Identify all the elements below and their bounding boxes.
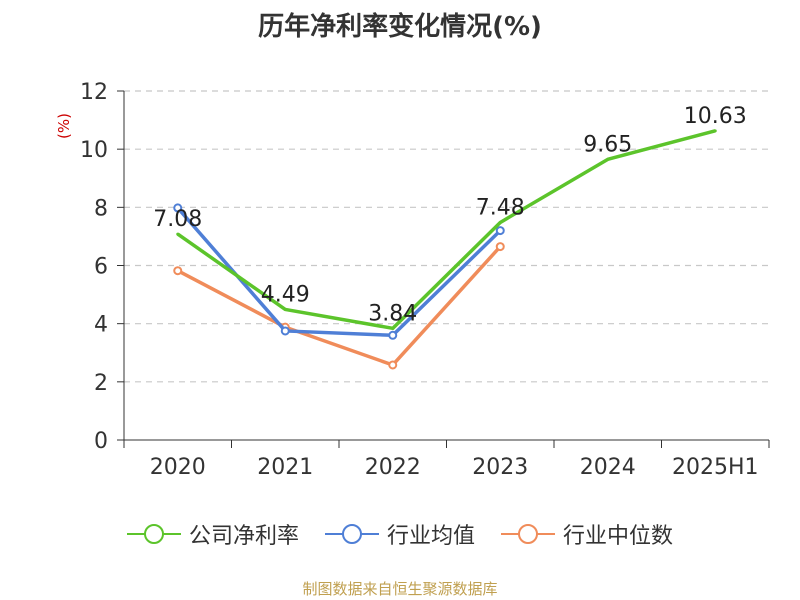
y-tick-label: 6: [94, 255, 108, 280]
y-tick-label: 10: [80, 138, 108, 163]
data-point: [391, 326, 395, 330]
series-line-0: [176, 129, 716, 331]
series-lines: [173, 129, 717, 370]
data-point: [498, 220, 502, 224]
legend: 公司净利率 行业均值 行业中位数: [0, 518, 800, 550]
legend-item-industry-average[interactable]: 行业均值: [324, 518, 475, 550]
legend-label: 行业中位数: [563, 524, 674, 549]
series-line-1: [176, 206, 502, 338]
data-point: [388, 360, 398, 370]
legend-swatch-industry-median-icon: [501, 524, 555, 544]
legend-label: 行业均值: [386, 524, 475, 549]
data-point: [606, 157, 610, 161]
data-labels: 7.08 4.49 3.84 7.48 9.65 10.63: [153, 104, 746, 326]
data-point: [388, 330, 398, 340]
series-line-2: [176, 245, 502, 367]
data-point: [173, 203, 183, 213]
data-label: 7.48: [476, 195, 525, 220]
y-axis-title: (%): [55, 113, 73, 139]
gridlines: [124, 90, 769, 383]
legend-swatch-company-icon: [126, 524, 181, 544]
x-tick-label: 2021: [257, 455, 313, 480]
data-point: [280, 326, 290, 336]
chart-title: 历年净利率变化情况(%): [258, 12, 542, 42]
legend-item-company-net-margin[interactable]: 公司净利率: [126, 518, 299, 550]
x-tick-label: 2023: [472, 455, 528, 480]
data-label: 7.08: [153, 207, 202, 232]
legend-swatch-industry-average-icon: [324, 524, 379, 544]
data-point: [173, 266, 183, 276]
legend-label: 公司净利率: [188, 524, 299, 549]
data-label: 4.49: [261, 282, 310, 307]
data-point: [495, 226, 505, 236]
data-point: [176, 232, 180, 236]
data-point: [495, 242, 505, 252]
legend-item-industry-median[interactable]: 行业中位数: [501, 518, 673, 550]
y-tick-label: 0: [94, 429, 108, 454]
data-label: 10.63: [684, 104, 747, 129]
source-note: 制图数据来自恒生聚源数据库: [302, 580, 498, 598]
y-tick-label: 2: [94, 371, 108, 396]
y-tick-label: 4: [94, 313, 108, 338]
y-tick-label: 8: [94, 196, 108, 221]
axes: 0 2 4 6 8 10 12 2020 2021 2022 2023 2024 2025H1: [80, 80, 770, 480]
data-label: 3.84: [368, 301, 417, 326]
y-tick-label: 12: [80, 80, 108, 105]
x-tick-label: 2024: [580, 455, 636, 480]
x-tick-label: 2025H1: [672, 455, 759, 480]
x-tick-label: 2022: [365, 455, 421, 480]
data-point: [713, 129, 717, 133]
data-label: 9.65: [583, 132, 632, 157]
data-point: [283, 307, 287, 311]
x-tick-label: 2020: [150, 455, 206, 480]
